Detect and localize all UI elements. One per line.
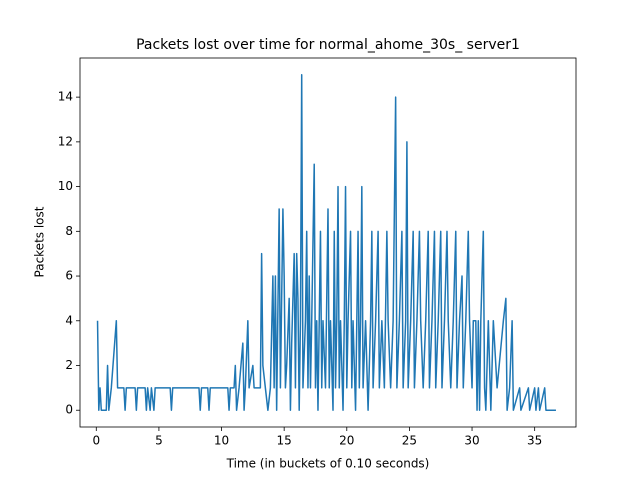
x-tick-label: 5 xyxy=(155,434,163,448)
data-line xyxy=(96,74,556,411)
x-tick-label: 20 xyxy=(339,434,354,448)
chart-title: Packets lost over time for normal_ahome_… xyxy=(136,37,520,53)
x-tick-label: 35 xyxy=(527,434,542,448)
plot-frame xyxy=(79,57,577,428)
y-tick-label: 2 xyxy=(65,358,73,372)
y-tick-label: 12 xyxy=(58,134,73,148)
y-tick-label: 4 xyxy=(65,313,73,327)
x-tick-label: 30 xyxy=(464,434,479,448)
y-axis-label: Packets lost xyxy=(33,206,47,277)
x-axis-label: Time (in buckets of 0.10 seconds) xyxy=(226,457,430,471)
x-tick-label: 15 xyxy=(277,434,292,448)
y-tick-label: 10 xyxy=(58,179,73,193)
x-tick-label: 25 xyxy=(402,434,417,448)
x-tick-label: 10 xyxy=(214,434,229,448)
y-tick-label: 14 xyxy=(58,90,73,104)
y-tick-label: 6 xyxy=(65,269,73,283)
y-tick-label: 8 xyxy=(65,224,73,238)
y-tick-label: 0 xyxy=(65,403,73,417)
x-tick-label: 0 xyxy=(92,434,100,448)
